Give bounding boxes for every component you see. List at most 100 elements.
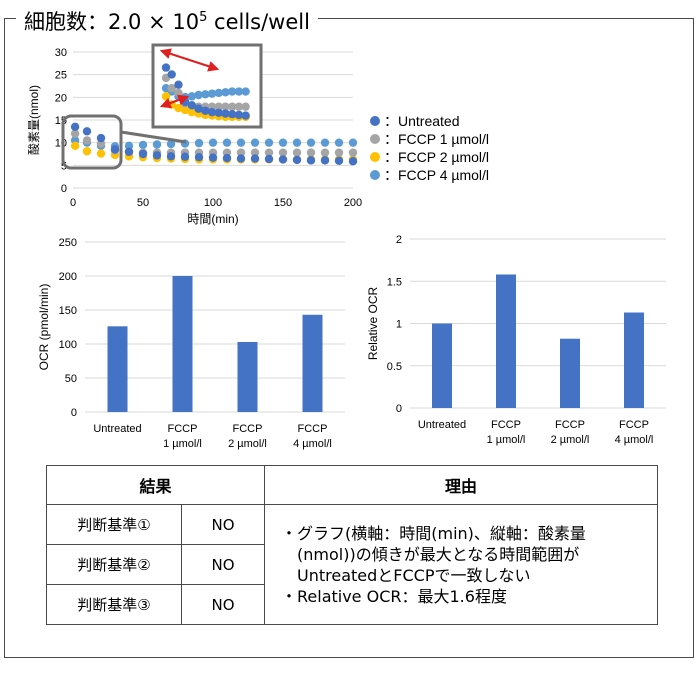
bar: [560, 338, 580, 408]
data-point: [70, 129, 80, 138]
y-tick-label: 100: [59, 339, 77, 351]
data-point: [236, 148, 246, 157]
criterion-cell: 判断基準②: [46, 544, 182, 585]
legend-marker: [370, 152, 380, 162]
data-point: [82, 147, 92, 156]
data-point: [334, 138, 344, 147]
data-point: [208, 153, 218, 162]
data-point: [264, 138, 274, 147]
legend-marker: [370, 116, 380, 126]
y-tick-label: 0: [396, 403, 402, 415]
data-point: [320, 156, 330, 165]
inset-data-point: [207, 107, 217, 117]
data-point: [278, 155, 288, 164]
relative-ocr-bar-chart: 0 0.5 1 1.5 2 Untreated FCCP 1 µmol/l FCCP 2 µmol…: [366, 234, 666, 446]
data-point: [292, 138, 302, 147]
ocr-bar-chart: 0 50 100 150 200 250 Untreated FCCP 1 µmol/l FCCP…: [37, 237, 345, 450]
y-tick-label: 25: [55, 70, 67, 82]
inset-data-point: [174, 80, 183, 89]
data-point: [194, 138, 204, 148]
bar: [624, 312, 644, 408]
header-reason: 理由: [264, 465, 658, 505]
data-point: [124, 141, 134, 151]
legend-label: ：Untreated: [384, 113, 459, 129]
data-point: [334, 156, 344, 165]
inset-data-point: [167, 83, 176, 93]
inset-data-point: [234, 102, 244, 111]
inset-data-point: [187, 101, 197, 110]
bar: [237, 341, 258, 412]
y-axis-label: 酸素量(nmol): [26, 85, 41, 155]
data-point: [306, 156, 316, 165]
legend-marker: [370, 170, 380, 180]
inset-data-point: [207, 89, 217, 98]
data-point: [278, 148, 288, 157]
criterion-cell: 判断基準③: [46, 584, 182, 625]
data-point: [292, 155, 302, 165]
data-point: [96, 149, 106, 158]
data-point: [250, 154, 260, 163]
x-category-label: FCCP: [619, 419, 649, 431]
inset-data-point: [228, 110, 237, 119]
data-point: [320, 148, 330, 157]
data-point: [250, 148, 260, 157]
x-tick-label: 50: [137, 197, 149, 209]
x-category-label: 1 µmol/l: [163, 438, 202, 450]
x-tick-label: 200: [344, 197, 362, 209]
data-point: [96, 133, 106, 143]
data-point: [70, 122, 80, 131]
table-header-row: 結果 理由: [46, 465, 658, 505]
figure-frame: [4, 18, 694, 658]
data-point: [166, 152, 176, 161]
callout-arrow-untreated: [159, 48, 220, 72]
data-point: [264, 148, 274, 157]
result-cell: NO: [181, 504, 265, 545]
inset-data-point: [167, 70, 176, 79]
inset-data-point: [221, 88, 230, 97]
x-category-label: FCCP: [491, 419, 521, 431]
y-tick-label: 250: [59, 237, 77, 249]
data-point: [82, 127, 92, 136]
x-category-label: FCCP: [233, 423, 263, 435]
legend-label: ：FCCP 1 µmol/l: [384, 131, 489, 147]
inset-data-point: [174, 88, 183, 98]
data-point: [194, 152, 204, 162]
y-tick-label: 10: [55, 138, 67, 150]
inset-data-point: [228, 102, 237, 111]
data-point: [250, 138, 260, 147]
y-tick-label: 2: [396, 234, 402, 246]
reason-line: UntreatedとFCCPで一致しない: [297, 565, 531, 585]
inset-data-point: [234, 87, 244, 96]
inset-data-point: [241, 111, 250, 120]
result-table: 結果 理由 判断基準① NO ・グラフ(横軸：時間(min)、縦軸：酸素量 (n…: [46, 465, 658, 625]
data-point: [152, 151, 162, 160]
data-point: [292, 148, 302, 157]
reason-line: ・グラフ(横軸：時間(min)、縦軸：酸素量: [281, 523, 586, 543]
legend-label: ：FCCP 4 µmol/l: [384, 167, 489, 183]
bar: [496, 274, 516, 408]
reason-cell: ・グラフ(横軸：時間(min)、縦軸：酸素量 (nmol))の傾きが最大となる時…: [264, 504, 658, 625]
inset-data-point: [214, 102, 223, 111]
data-point: [152, 140, 162, 149]
data-point: [180, 152, 190, 161]
x-category-label: 4 µmol/l: [615, 434, 654, 446]
data-point: [278, 138, 288, 147]
x-category-label: FCCP: [168, 423, 198, 435]
y-axis-label: Relative OCR: [366, 286, 380, 360]
inset-data-point: [161, 92, 171, 101]
bar: [107, 326, 128, 412]
data-point: [334, 148, 344, 157]
data-point: [306, 148, 316, 157]
inset-data-point: [201, 90, 210, 99]
inset-data-point: [214, 88, 223, 98]
inset-data-point: [187, 92, 197, 101]
inset-data-point: [241, 87, 250, 96]
x-category-label: 2 µmol/l: [228, 438, 267, 450]
x-category-label: 4 µmol/l: [293, 438, 332, 450]
zoom-connector: [120, 130, 187, 144]
inset-data-point: [194, 104, 203, 113]
data-point: [348, 148, 358, 157]
inset-data-point: [194, 90, 203, 100]
x-category-label: Untreated: [93, 423, 141, 435]
inset-data-point: [234, 110, 244, 120]
